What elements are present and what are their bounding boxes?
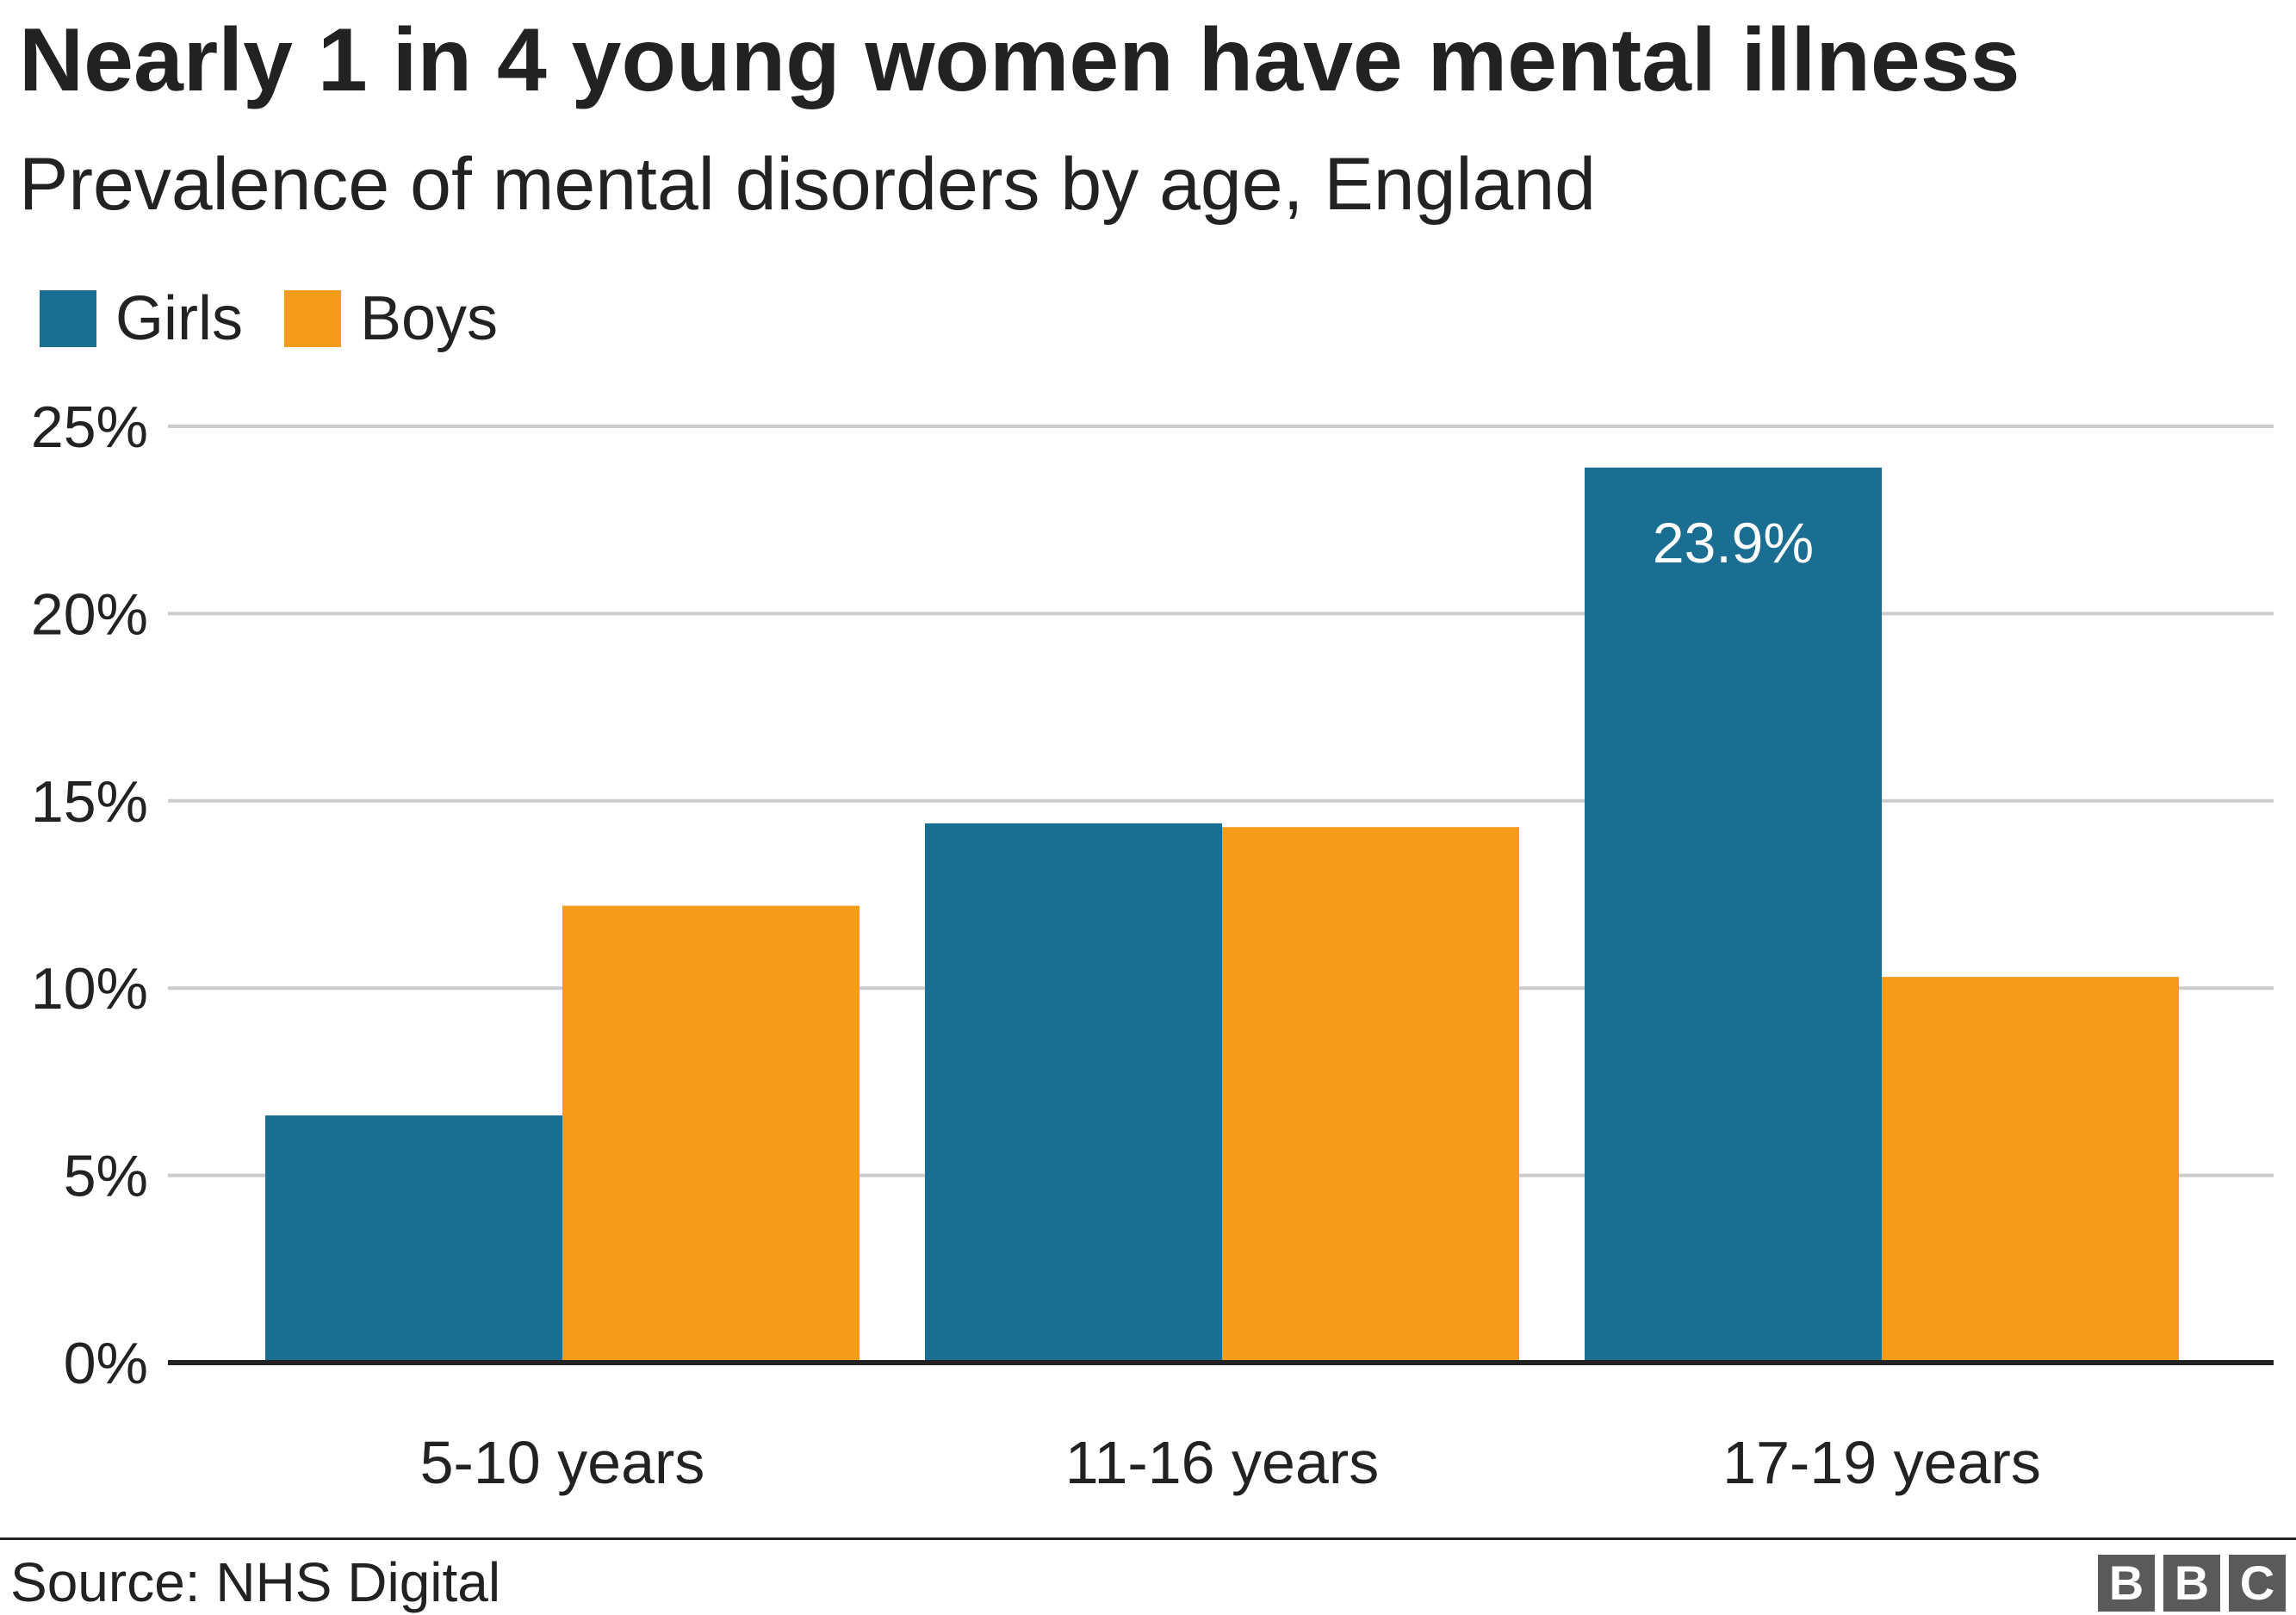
bar-girls-17-19-years [1585, 467, 1882, 1363]
y-tick-label: 15% [31, 769, 148, 835]
legend: Girls Boys [40, 284, 539, 353]
y-axis-ticks: 0% 5% 10% 15% 20% 25% [31, 394, 148, 1396]
data-label: 23.9% [1653, 511, 1814, 575]
y-tick-label: 20% [31, 581, 148, 647]
bar-boys-17-19-years [1882, 977, 2179, 1363]
y-tick-label: 10% [31, 956, 148, 1022]
x-tick-label: 5-10 years [420, 1429, 705, 1496]
bar-girls-5-10-years [265, 1115, 562, 1363]
bbc-logo-letter-b1: B [2098, 1555, 2155, 1612]
legend-swatch-girls [40, 290, 96, 347]
y-tick-label: 25% [31, 394, 148, 460]
legend-swatch-boys [283, 290, 341, 347]
bbc-logo-letter-b2: B [2163, 1555, 2220, 1612]
source-note: Source: NHS Digital [10, 1551, 501, 1613]
data-labels: 23.9% [1653, 511, 1814, 575]
bar-chart: 23.9% 0% 5% 10% 15% 20% 25% 5-10 years 11-16 y… [31, 394, 2274, 1496]
x-axis-ticks: 5-10 years 11-16 years 17-19 years [420, 1429, 2041, 1496]
legend-label-boys: Boys [359, 284, 499, 353]
chart-subtitle: Prevalence of mental disorders by age, E… [19, 143, 1596, 226]
y-tick-label: 0% [64, 1331, 148, 1396]
bbc-logo-letter-c: C [2229, 1555, 2286, 1612]
bbc-logo: B B C [2089, 1555, 2286, 1612]
bar-girls-11-16-years [925, 823, 1222, 1363]
footer-divider [0, 1537, 2296, 1540]
bars [265, 467, 2179, 1363]
legend-item-boys: Boys [283, 284, 499, 353]
legend-label-girls: Girls [115, 284, 243, 353]
x-tick-label: 17-19 years [1722, 1429, 2041, 1496]
chart-title: Nearly 1 in 4 young women have mental il… [19, 10, 2020, 110]
y-tick-label: 5% [64, 1144, 148, 1209]
bar-boys-5-10-years [562, 905, 859, 1363]
bar-boys-11-16-years [1222, 827, 1519, 1363]
legend-item-girls: Girls [40, 284, 243, 353]
x-tick-label: 11-16 years [1065, 1429, 1379, 1496]
